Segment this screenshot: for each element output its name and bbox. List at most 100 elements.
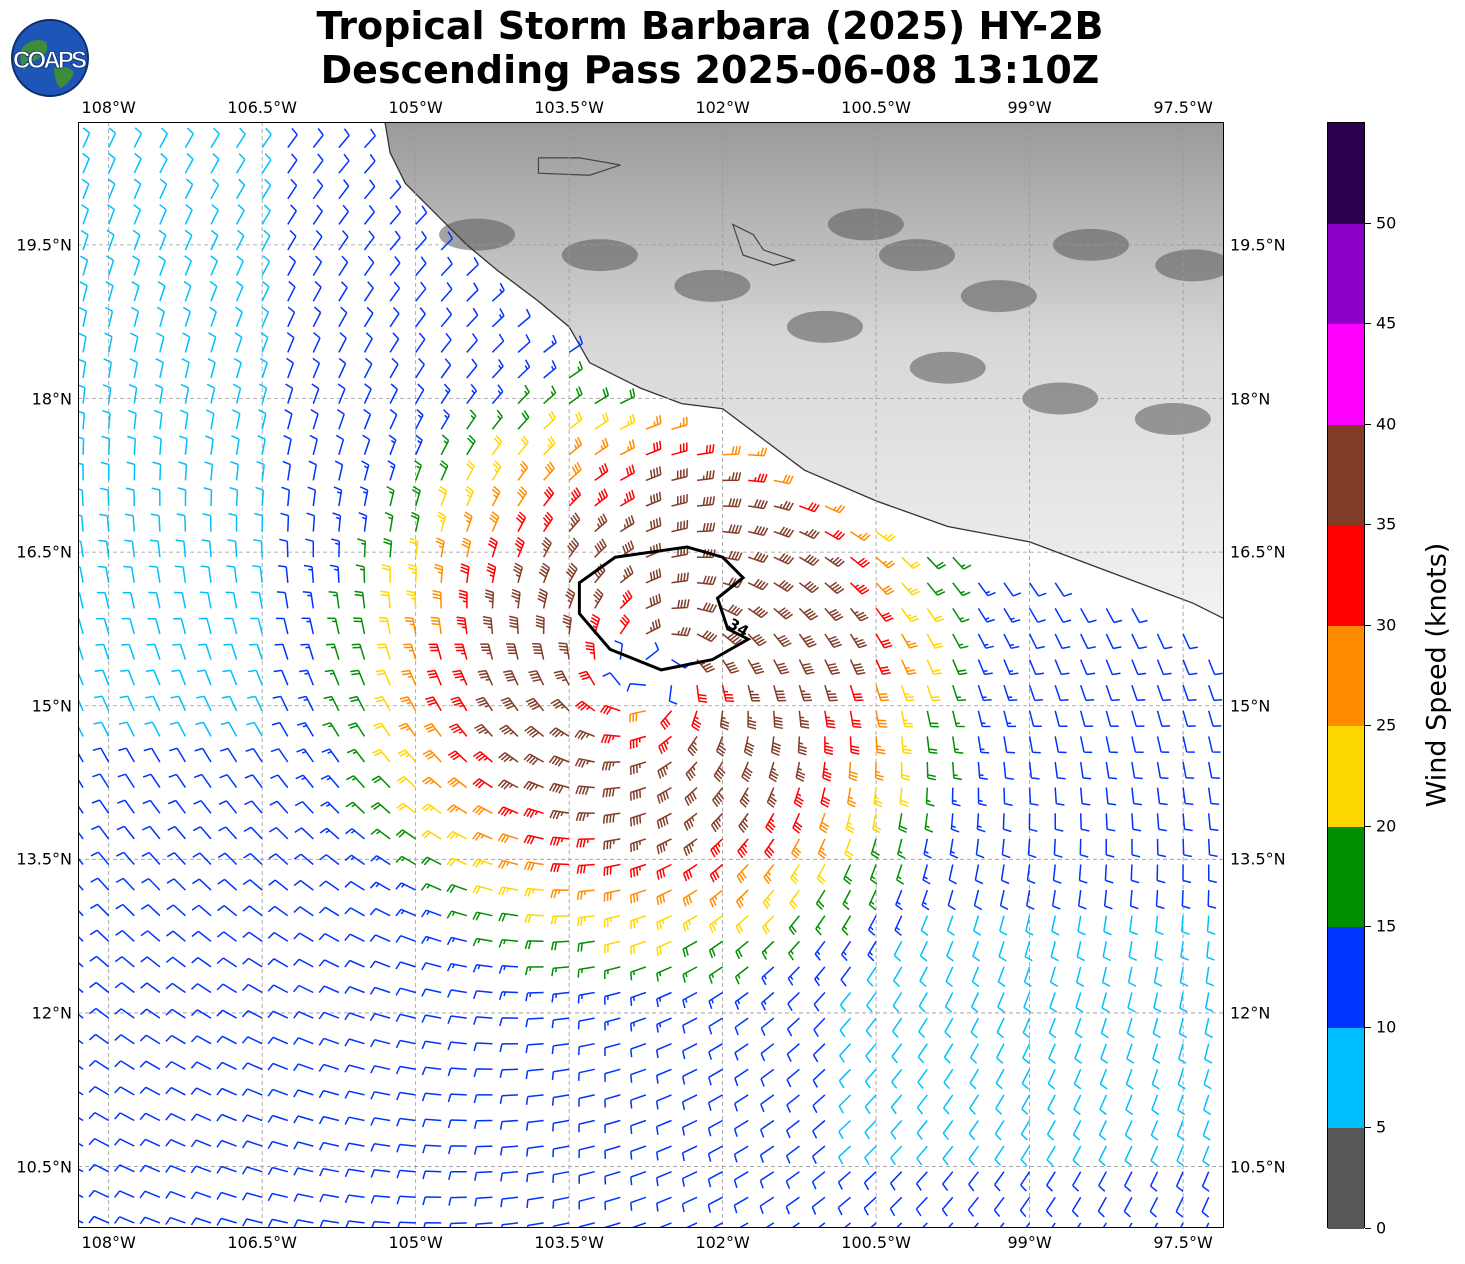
wind-barb	[88, 1085, 110, 1096]
wind-barb	[576, 889, 595, 901]
wind-barb	[516, 486, 528, 507]
wind-barb	[283, 434, 292, 455]
wind-barb	[257, 435, 266, 455]
wind-barb	[1050, 1222, 1056, 1228]
wind-barb	[300, 643, 315, 660]
wind-barb	[361, 460, 370, 481]
wind-barb	[287, 306, 296, 328]
wind-barb	[970, 1017, 980, 1039]
mountain-shade	[879, 239, 956, 272]
wind-barb	[116, 851, 135, 865]
wind-barb	[93, 695, 110, 712]
wind-barb	[216, 1061, 237, 1070]
wind-barb	[269, 800, 289, 814]
wind-barb	[312, 306, 322, 328]
colorbar-tick-label: 45	[1376, 313, 1397, 333]
wind-barb	[139, 1060, 161, 1070]
wind-barb	[165, 1008, 186, 1019]
wind-barb	[951, 787, 961, 807]
wind-barb	[351, 643, 366, 660]
wind-barb	[926, 582, 946, 596]
colorbar-segment	[1328, 1128, 1364, 1229]
wind-barb	[645, 542, 662, 558]
wind-barb	[599, 704, 621, 715]
wind-barb	[1208, 659, 1223, 676]
wind-barb	[384, 511, 394, 532]
wind-barb	[96, 617, 110, 635]
wind-barb	[267, 905, 289, 917]
wind-barb	[920, 915, 929, 937]
wind-barb	[88, 1059, 110, 1070]
wind-barb	[1001, 838, 1011, 859]
lat-label-right: 12°N	[1230, 1003, 1271, 1023]
wind-barb	[473, 1068, 493, 1078]
wind-barb	[1049, 992, 1058, 1013]
wind-barb	[1100, 1043, 1109, 1064]
wind-barb	[739, 787, 750, 808]
wind-barb	[491, 282, 505, 302]
wind-barb	[656, 812, 672, 829]
wind-barb	[734, 1017, 749, 1036]
colorbar-tick	[1365, 524, 1371, 526]
wind-barb	[287, 255, 297, 276]
wind-barb	[799, 554, 820, 567]
wind-barb	[509, 615, 519, 635]
wind-barb	[176, 513, 187, 532]
lon-label-top: 100.5°W	[841, 98, 911, 117]
wind-barb	[630, 1068, 647, 1083]
wind-barb	[562, 614, 572, 635]
wind-barb	[78, 935, 84, 942]
wind-barb	[946, 915, 955, 936]
wind-barb	[707, 1145, 723, 1162]
wind-barb	[100, 461, 110, 481]
wind-barb	[1177, 1069, 1186, 1090]
wind-barb	[78, 961, 84, 968]
wind-barb	[875, 607, 894, 622]
wind-barb	[1179, 966, 1189, 987]
wind-barb	[759, 1196, 775, 1215]
wind-barb	[190, 1113, 212, 1122]
wind-barb	[312, 153, 324, 174]
wind-barb	[440, 383, 451, 405]
wind-barb	[78, 697, 84, 712]
wind-barb	[169, 747, 187, 763]
wind-barb	[287, 280, 296, 302]
wind-barb	[354, 590, 366, 609]
wind-barb	[943, 1043, 954, 1064]
wind-barb	[1131, 684, 1146, 702]
wind-barb	[942, 1094, 954, 1115]
wind-barb	[309, 434, 318, 455]
wind-barb	[78, 488, 84, 507]
wind-barb	[1156, 838, 1167, 858]
wind-barb	[114, 1034, 135, 1045]
wind-barb	[1182, 838, 1192, 858]
wind-barb	[926, 736, 938, 755]
colorbar-tick-label: 30	[1376, 615, 1397, 635]
wind-barb	[682, 940, 698, 958]
wind-barb	[312, 229, 323, 251]
wind-barb	[864, 1094, 877, 1115]
wind-barb	[875, 736, 886, 755]
wind-barb	[88, 1033, 110, 1045]
wind-barb	[918, 992, 928, 1013]
wind-barb	[114, 1190, 135, 1198]
wind-barb	[153, 435, 162, 455]
wind-barb	[952, 710, 965, 728]
wind-barb	[464, 485, 474, 507]
wind-barb	[708, 1068, 723, 1086]
wind-barb	[370, 855, 391, 866]
wind-barb	[267, 958, 289, 968]
lat-label-left: 16.5°N	[16, 542, 72, 562]
wind-barb	[773, 579, 794, 592]
wind-barb	[363, 153, 376, 174]
wind-barb	[1098, 1145, 1107, 1167]
wind-barb	[1182, 659, 1198, 676]
wind-barb	[107, 204, 116, 225]
wind-barb	[578, 1196, 595, 1210]
wind-barb	[130, 332, 139, 353]
wind-barb	[491, 308, 505, 328]
wind-barb	[602, 786, 621, 798]
wind-barb	[604, 1119, 621, 1134]
lat-label-left: 12°N	[31, 1003, 72, 1023]
wind-barb	[971, 966, 980, 988]
